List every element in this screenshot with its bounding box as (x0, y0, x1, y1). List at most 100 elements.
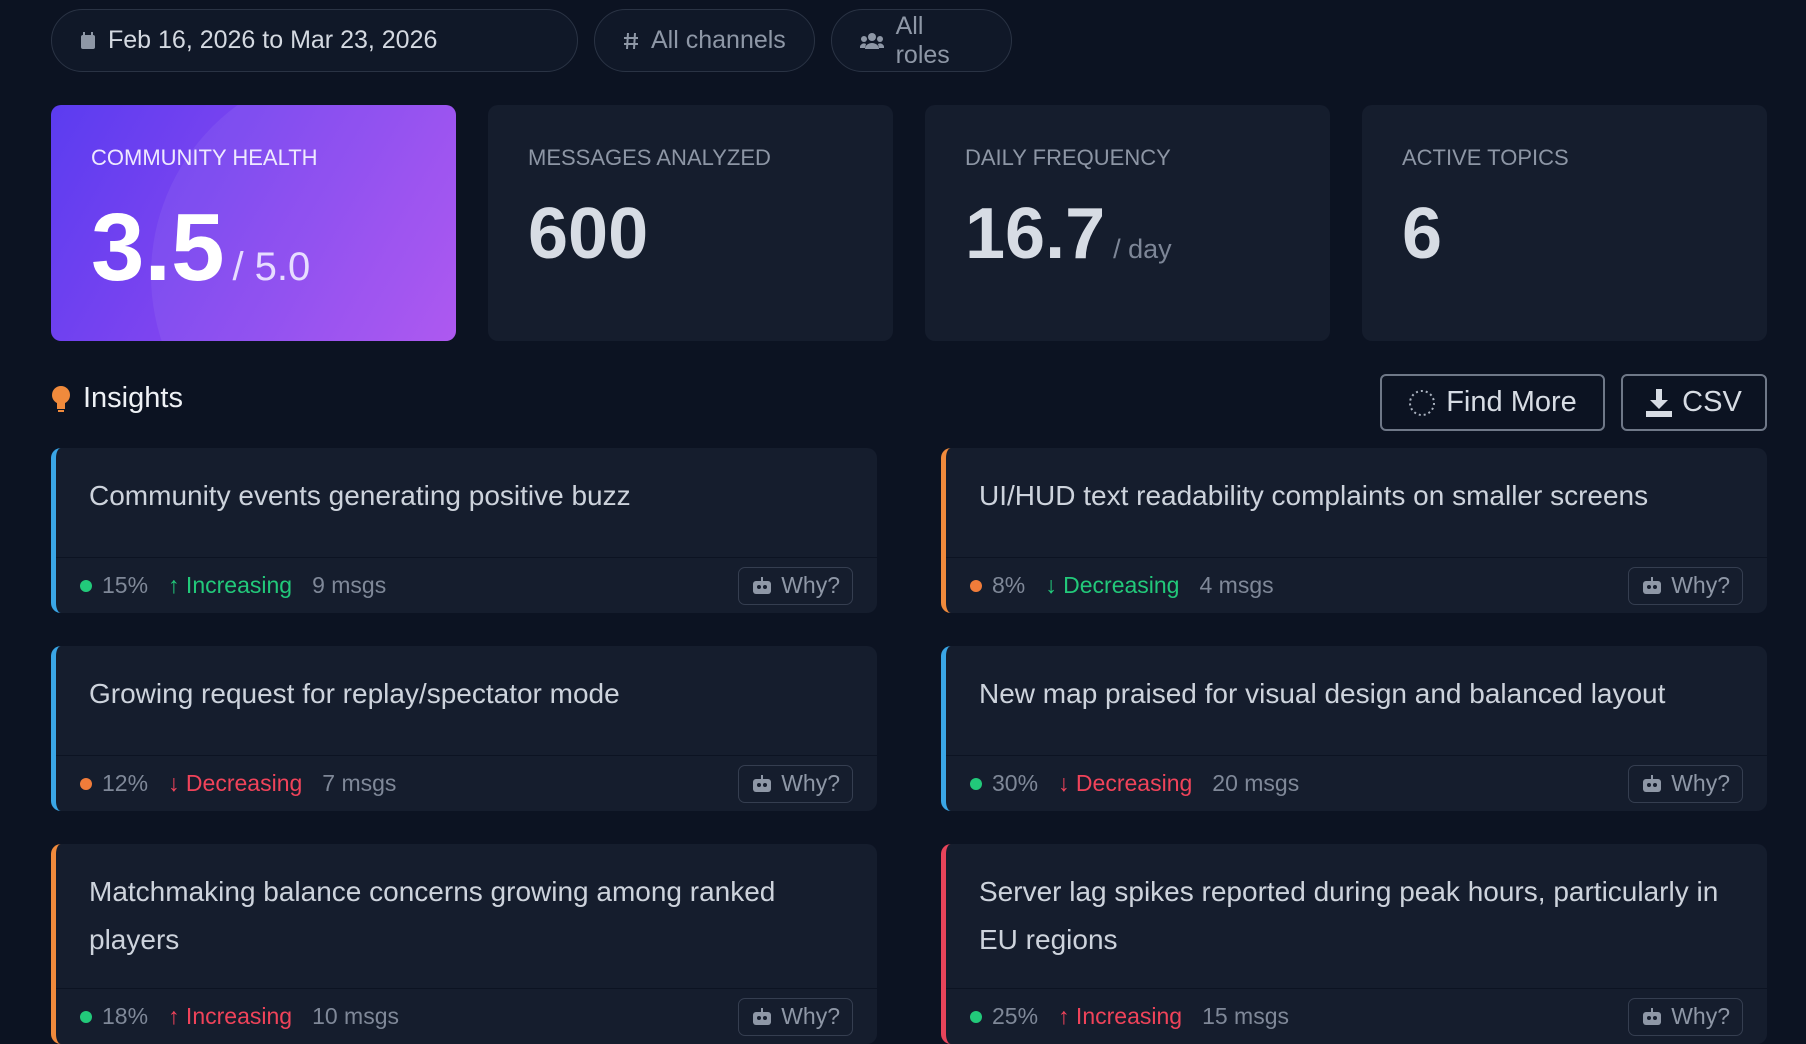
message-count: 9 msgs (312, 572, 387, 598)
percent: 30% (992, 770, 1039, 796)
users-icon (860, 32, 884, 49)
why-label: Why? (781, 572, 840, 598)
why-label: Why? (1671, 770, 1730, 796)
stat-value: 600 (528, 194, 649, 274)
insight-text: Growing request for replay/spectator mod… (89, 678, 620, 709)
robot-icon (753, 774, 772, 792)
why-button[interactable]: Why? (738, 566, 853, 605)
insight-card: UI/HUD text readability complaints on sm… (941, 448, 1767, 613)
insight-footer: 18% ↑ Increasing 10 msgs Why? (56, 988, 877, 1044)
message-count: 20 msgs (1212, 770, 1300, 796)
percent: 25% (992, 1003, 1039, 1029)
trend: ↓ Decreasing (168, 770, 303, 796)
message-count: 10 msgs (312, 1003, 399, 1029)
insight-text: Matchmaking balance concerns growing amo… (89, 876, 776, 955)
hash-icon (624, 32, 638, 49)
insight-card: New map praised for visual design and ba… (941, 646, 1767, 811)
stat-value: 3.5 (91, 194, 225, 301)
why-label: Why? (1671, 572, 1730, 598)
insight-footer: 15% ↑ Increasing 9 msgs Why? (56, 557, 877, 613)
stat-cards: COMMUNITY HEALTH 3.5/ 5.0 MESSAGES ANALYZE… (51, 105, 1767, 341)
insight-footer: 8% ↓ Decreasing 4 msgs Why? (946, 557, 1767, 613)
why-label: Why? (781, 1003, 840, 1029)
insight-card: Community events generating positive buz… (51, 448, 877, 613)
stat-card: DAILY FREQUENCY 16.7/ day (925, 105, 1330, 341)
channel-label: All channels (651, 26, 786, 54)
stat-card: MESSAGES ANALYZED 600 (488, 105, 893, 341)
stat-value-row: 16.7/ day (965, 193, 1290, 275)
percent: 15% (102, 572, 149, 598)
stat-card: COMMUNITY HEALTH 3.5/ 5.0 (51, 105, 456, 341)
stat-value-row: 600 (528, 193, 853, 275)
robot-icon (1643, 774, 1662, 792)
role-label: All roles (895, 11, 950, 69)
insight-card: Growing request for replay/spectator mod… (51, 646, 877, 811)
stat-label: MESSAGES ANALYZED (528, 145, 771, 170)
stat-value-row: 6 (1402, 193, 1727, 275)
stat-value: 16.7 (965, 194, 1106, 274)
why-button[interactable]: Why? (1628, 566, 1743, 605)
trend: ↑ Increasing (168, 1003, 293, 1029)
robot-icon (753, 1007, 772, 1025)
insight-card: Matchmaking balance concerns growing amo… (51, 844, 877, 1044)
insight-card: Server lag spikes reported during peak h… (941, 844, 1767, 1044)
insights-title: Insights (83, 382, 183, 414)
insight-footer: 30% ↓ Decreasing 20 msgs Why? (946, 755, 1767, 811)
stat-value-row: 3.5/ 5.0 (91, 193, 416, 303)
why-button[interactable]: Why? (1628, 764, 1743, 803)
spinner-icon (1409, 389, 1436, 416)
stat-card: ACTIVE TOPICS 6 (1362, 105, 1767, 341)
csv-label: CSV (1682, 386, 1742, 418)
trend: ↑ Increasing (1058, 1003, 1183, 1029)
message-count: 7 msgs (322, 770, 397, 796)
message-count: 15 msgs (1202, 1003, 1289, 1029)
trend: ↓ Decreasing (1045, 572, 1180, 598)
role-filter[interactable]: All roles (831, 9, 1012, 72)
percent: 12% (102, 770, 149, 796)
message-count: 4 msgs (1199, 572, 1274, 598)
date-filter[interactable]: Feb 16, 2026 to Mar 23, 2026 (51, 9, 578, 72)
channel-filter[interactable]: All channels (594, 9, 815, 72)
insight-text: Server lag spikes reported during peak h… (979, 876, 1719, 955)
find-more-label: Find More (1446, 386, 1577, 418)
status-dot (80, 579, 92, 592)
stat-label: COMMUNITY HEALTH (91, 145, 318, 170)
calendar-icon (81, 31, 95, 49)
trend: ↓ Decreasing (1058, 770, 1193, 796)
robot-icon (1643, 1007, 1662, 1025)
why-button[interactable]: Why? (738, 764, 853, 803)
why-label: Why? (781, 770, 840, 796)
insight-footer: 25% ↑ Increasing 15 msgs Why? (946, 988, 1767, 1044)
lightbulb-icon (52, 385, 70, 412)
stat-unit: / day (1113, 234, 1172, 264)
date-range: Feb 16, 2026 to Mar 23, 2026 (108, 26, 438, 54)
csv-button[interactable]: CSV (1621, 374, 1767, 431)
status-dot (970, 579, 982, 592)
stat-label: DAILY FREQUENCY (965, 145, 1171, 170)
percent: 8% (992, 572, 1026, 598)
stat-unit: / 5.0 (232, 245, 311, 289)
why-label: Why? (1671, 1003, 1730, 1029)
stat-label: ACTIVE TOPICS (1402, 145, 1569, 170)
status-dot (80, 777, 92, 790)
insight-text: UI/HUD text readability complaints on sm… (979, 480, 1649, 511)
robot-icon (753, 576, 772, 594)
insight-text: New map praised for visual design and ba… (979, 678, 1666, 709)
insight-cards: Community events generating positive buz… (51, 448, 1767, 1044)
download-icon (1646, 388, 1673, 417)
insight-footer: 12% ↓ Decreasing 7 msgs Why? (56, 755, 877, 811)
why-button[interactable]: Why? (1628, 997, 1743, 1036)
insights-header: Insights (51, 382, 183, 415)
trend: ↑ Increasing (168, 572, 293, 598)
why-button[interactable]: Why? (738, 997, 853, 1036)
status-dot (80, 1010, 92, 1023)
status-dot (970, 777, 982, 790)
find-more-button[interactable]: Find More (1380, 374, 1605, 431)
stat-value: 6 (1402, 194, 1443, 274)
status-dot (970, 1010, 982, 1023)
percent: 18% (102, 1003, 149, 1029)
insight-text: Community events generating positive buz… (89, 480, 631, 511)
